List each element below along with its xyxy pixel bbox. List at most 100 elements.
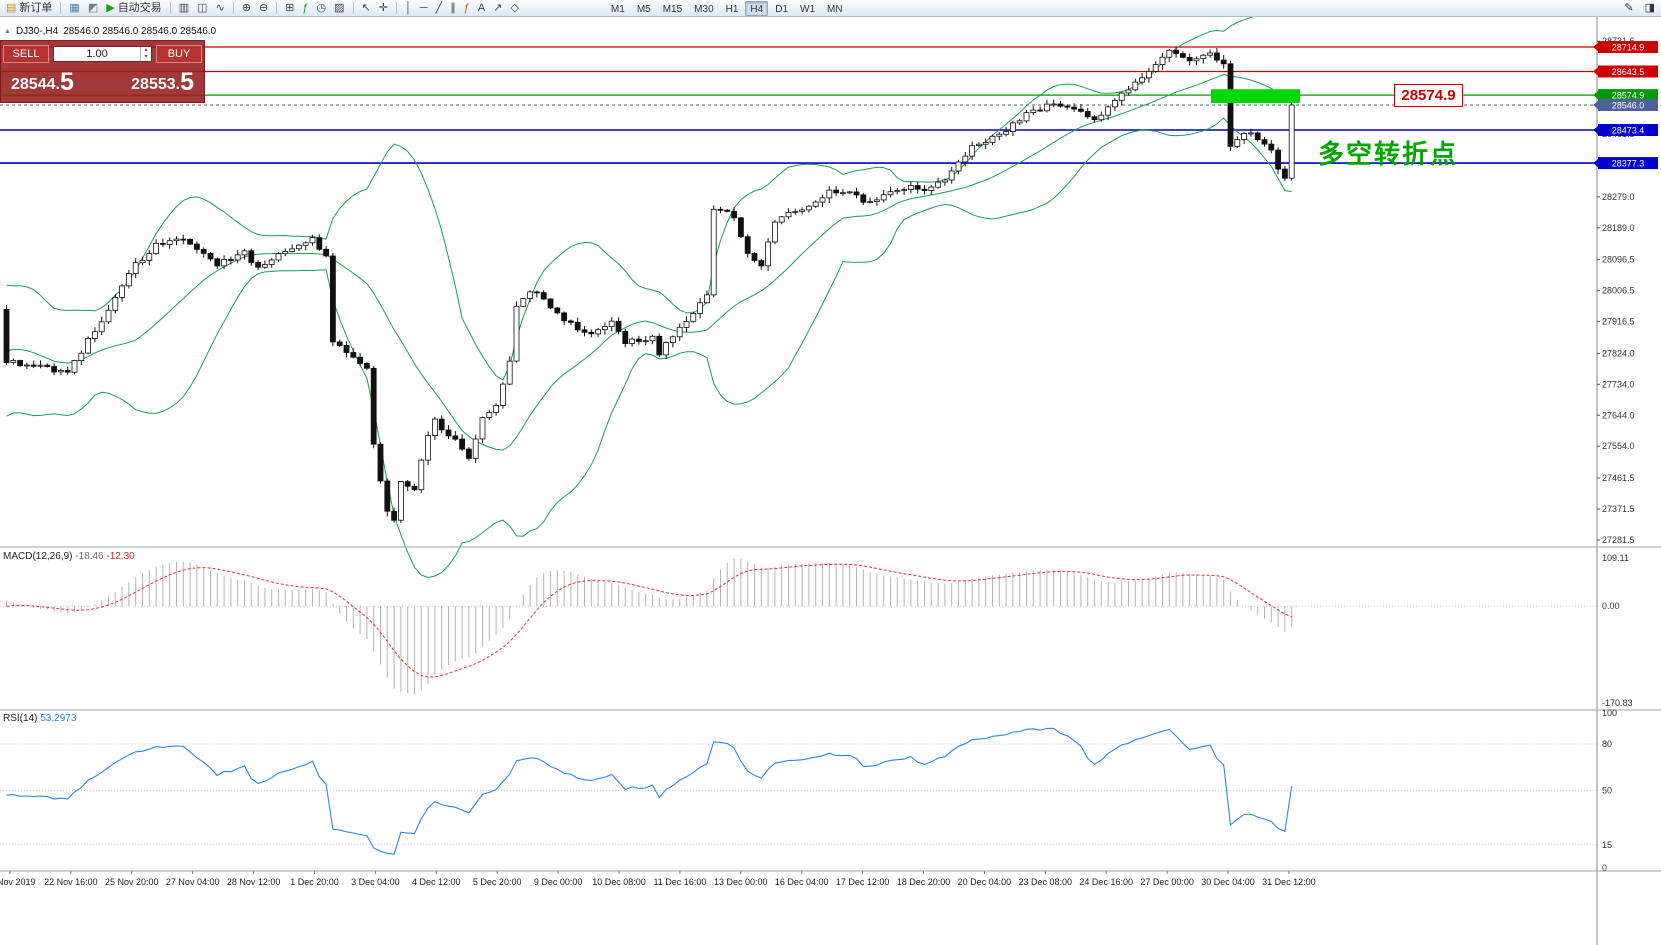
cursor-icon: ↖ xyxy=(361,1,371,14)
arrow-tools-icon[interactable]: ↗ xyxy=(490,1,505,16)
price-callout-annotation[interactable]: 28574.9 xyxy=(1394,84,1463,107)
macd-label: MACD(12,26,9) -18.46 -12.30 xyxy=(3,551,135,562)
toolbar-separator xyxy=(232,2,234,14)
candlestick-type-icon[interactable]: ◫ xyxy=(194,1,210,16)
cursor-icon[interactable]: ↖ xyxy=(359,1,374,16)
price-axis[interactable]: 28731.628641.528551.528461.528369.028279… xyxy=(1593,36,1658,545)
vertical-line-icon: │ xyxy=(404,1,412,14)
svg-text:27 Nov 04:00: 27 Nov 04:00 xyxy=(166,877,220,887)
time-axis[interactable]: 21 Nov 2019 22 Nov 16:00 25 Nov 20:00 27 No… xyxy=(0,871,1316,887)
fibonacci-icon[interactable]: ƒ xyxy=(461,1,473,16)
buy-price-big-digit: 5 xyxy=(180,68,194,96)
crosshair-icon[interactable]: ✛ xyxy=(376,1,391,16)
charts-window-icon[interactable]: ▦ xyxy=(66,1,82,16)
svg-text:28377.3: 28377.3 xyxy=(1612,159,1645,169)
zoom-in-icon[interactable]: ⊕ xyxy=(239,1,254,16)
buy-button[interactable]: BUY xyxy=(156,44,202,63)
symbol-period-label: DJ30-,H4 xyxy=(15,26,59,37)
candlestick-type-icon: ◫ xyxy=(197,1,208,14)
strategy-icon[interactable]: ◩ xyxy=(85,1,101,16)
autotrading-button[interactable]: ▶ 自动交易 xyxy=(103,1,164,16)
expand-panel-icon[interactable]: ▲ xyxy=(4,28,11,35)
svg-text:3 Dec 04:00: 3 Dec 04:00 xyxy=(351,877,400,887)
svg-text:31 Dec 12:00: 31 Dec 12:00 xyxy=(1262,877,1316,887)
tile-windows-icon: ⊞ xyxy=(285,1,295,14)
svg-text:1 Dec 20:00: 1 Dec 20:00 xyxy=(290,877,339,887)
svg-text:28643.5: 28643.5 xyxy=(1612,67,1645,77)
svg-text:0: 0 xyxy=(1602,863,1607,873)
shapes-icon[interactable]: ◇ xyxy=(507,1,521,16)
text-icon[interactable]: A xyxy=(475,1,488,16)
svg-text:20 Dec 04:00: 20 Dec 04:00 xyxy=(958,877,1012,887)
sell-price[interactable]: 28544.5 xyxy=(11,64,74,102)
periods-icon[interactable]: ◷ xyxy=(314,1,330,16)
svg-text:27554.0: 27554.0 xyxy=(1602,441,1635,451)
svg-text:17 Dec 12:00: 17 Dec 12:00 xyxy=(836,877,890,887)
svg-text:27461.5: 27461.5 xyxy=(1602,473,1635,483)
volume-value[interactable]: 1.00 xyxy=(86,47,108,60)
horizontal-line-icon: ─ xyxy=(419,1,428,14)
tile-windows-icon[interactable]: ⊞ xyxy=(282,1,297,16)
timeframe-m5-button[interactable]: M5 xyxy=(636,3,651,15)
svg-text:23 Dec 08:00: 23 Dec 08:00 xyxy=(1019,877,1073,887)
volume-down-icon[interactable]: ▾ xyxy=(144,53,148,60)
svg-text:80: 80 xyxy=(1602,739,1612,749)
rsi-name: RSI(14) xyxy=(3,713,38,724)
horizontal-line-icon[interactable]: ─ xyxy=(417,1,431,16)
chart-canvas[interactable]: 28731.628641.528551.528461.528369.028279… xyxy=(0,17,1661,945)
macd-axis: 109.11 0.00 -170.83 xyxy=(1602,553,1633,708)
channel-icon[interactable]: ∥ xyxy=(447,1,459,16)
channel-icon: ∥ xyxy=(450,1,456,14)
vertical-line-icon[interactable]: │ xyxy=(402,1,415,16)
trendline-icon[interactable]: ╱ xyxy=(433,1,446,16)
timeframe-m15-button[interactable]: M15 xyxy=(662,3,683,15)
timeframe-d1-button[interactable]: D1 xyxy=(775,3,789,15)
timeframe-w1-button[interactable]: W1 xyxy=(800,3,816,15)
highlight-rectangle[interactable] xyxy=(1211,89,1300,103)
timeframe-h4-button[interactable]: H4 xyxy=(745,0,769,16)
bar-chart-type-icon[interactable]: ▥ xyxy=(176,1,192,16)
timeframe-mn-button[interactable]: MN xyxy=(827,3,843,15)
svg-text:9 Dec 00:00: 9 Dec 00:00 xyxy=(534,877,583,887)
templates-icon[interactable]: ▨ xyxy=(331,1,347,16)
crosshair-icon: ✛ xyxy=(378,1,388,14)
pivot-text-annotation[interactable]: 多空转折点 xyxy=(1318,139,1459,169)
volume-input[interactable]: 1.00 ▴ ▾ xyxy=(53,45,152,62)
timeframe-m30-button[interactable]: M30 xyxy=(694,3,714,15)
svg-text:27281.5: 27281.5 xyxy=(1602,535,1635,545)
indicators-add-icon[interactable]: ƒ xyxy=(299,1,311,16)
templates-icon: ▨ xyxy=(334,1,345,14)
svg-text:-170.83: -170.83 xyxy=(1602,698,1633,708)
svg-text:28279.0: 28279.0 xyxy=(1602,192,1635,202)
svg-text:27824.0: 27824.0 xyxy=(1602,348,1635,358)
toolbar-right-group: ✎ ◨ xyxy=(1621,1,1658,16)
autotrading-button-label: 自动交易 xyxy=(117,1,162,14)
svg-text:24 Dec 16:00: 24 Dec 16:00 xyxy=(1079,877,1133,887)
volume-up-icon[interactable]: ▴ xyxy=(144,46,148,53)
zoom-out-icon: ⊖ xyxy=(258,1,269,14)
timeframe-m1-button[interactable]: M1 xyxy=(610,3,625,15)
periods-icon: ◷ xyxy=(316,1,327,14)
horizontal-line-objects[interactable] xyxy=(0,46,1597,164)
volume-stepper[interactable]: ▴ ▾ xyxy=(140,46,151,61)
zoom-out-icon[interactable]: ⊖ xyxy=(256,1,271,16)
price-axis-background xyxy=(1598,17,1661,945)
pencil-tool-icon[interactable]: ✎ xyxy=(1624,1,1634,14)
buy-price[interactable]: 28553.5 xyxy=(131,64,194,102)
sell-price-main: 28544. xyxy=(11,76,60,93)
macd-name: MACD(12,26,9) xyxy=(3,551,73,562)
new-order-button[interactable]: ▤ 新订单 xyxy=(3,1,55,16)
svg-text:100: 100 xyxy=(1602,708,1617,718)
one-click-trading-panel: SELL 1.00 ▴ ▾ BUY 28544.5 28553.5 xyxy=(0,40,205,103)
svg-text:50: 50 xyxy=(1602,786,1612,796)
timeframe-h1-button[interactable]: H1 xyxy=(725,3,739,15)
top-toolbar: ▤ 新订单 ▦ ◩ ▶ 自动交易 ▥ ◫ ∿ ⊕ ⊖ ⊞ ƒ ◷ ▨ ↖ ✛ │ ─ ╱ ∥ ƒ A ↗ ◇ M1 M5 M15 M30… xyxy=(0,0,1661,17)
sell-button[interactable]: SELL xyxy=(3,44,49,63)
window-layout-icon[interactable]: ◨ xyxy=(1644,1,1655,14)
line-chart-type-icon: ∿ xyxy=(215,1,225,14)
svg-text:28006.5: 28006.5 xyxy=(1602,286,1635,296)
buy-price-main: 28553. xyxy=(131,76,181,93)
zoom-in-icon: ⊕ xyxy=(241,1,251,14)
macd-value-signal: -12.30 xyxy=(106,551,135,562)
line-chart-type-icon[interactable]: ∿ xyxy=(213,1,228,16)
